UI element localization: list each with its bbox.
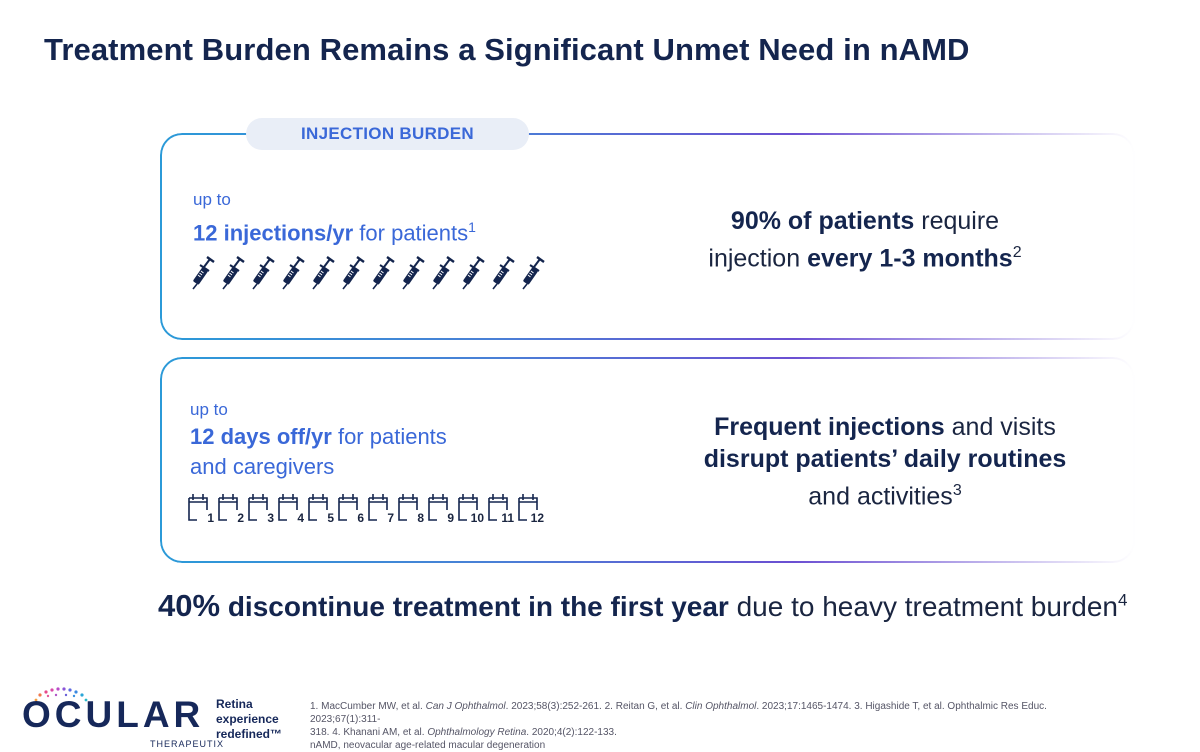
card2-right-text3: and activities	[808, 482, 953, 511]
card1-headline: 12 injections/yr for patients1	[193, 212, 476, 248]
ref-text: 318. 4. Khanani AM, et al.	[310, 727, 428, 738]
logo-word: OCULAR	[22, 694, 205, 735]
ref-journal: Ophthalmology Retina	[427, 727, 527, 738]
syringe-icon	[370, 255, 397, 291]
card2-highlight: 12 days off/yr	[190, 424, 332, 449]
calendar-day-number: 7	[387, 511, 394, 525]
calendar-icon-row: 1 2 3 4 5 6 7 8 9 10 11 12	[187, 490, 545, 526]
ref-text: . 2020;4(2):122-133.	[526, 727, 617, 738]
syringe-icon	[280, 255, 307, 291]
bottom-sup: 4	[1117, 590, 1128, 610]
calendar-icon: 12	[517, 490, 545, 526]
days-off-card	[160, 357, 1135, 563]
card1-right-bold2: every 1-3 months	[807, 244, 1013, 273]
calendar-icon: 2	[217, 490, 245, 526]
bottom-bold2: discontinue treatment in the first year	[220, 591, 729, 622]
calendar-day-number: 12	[530, 511, 544, 525]
logo-dots-icon	[34, 687, 88, 702]
syringe-icon-row	[190, 255, 547, 291]
syringe-icon	[340, 255, 367, 291]
card1-sup: 1	[468, 219, 476, 235]
references: 1. MacCumber MW, et al. Can J Ophthalmol…	[310, 700, 1120, 752]
card1-right-sup: 2	[1012, 244, 1022, 261]
injection-burden-card	[160, 133, 1135, 340]
calendar-day-number: 10	[470, 511, 484, 525]
card1-highlight: 12 injections/yr	[193, 220, 354, 246]
calendar-icon: 9	[427, 490, 455, 526]
card1-right-text1: require	[914, 207, 1000, 235]
card2-rest2: and caregivers	[190, 454, 335, 479]
card2-right-sup: 3	[952, 482, 962, 499]
card1-rest: for patients	[353, 220, 469, 246]
calendar-day-number: 5	[327, 511, 334, 525]
logo-tagline: Retina experience redefined™	[216, 697, 282, 742]
injection-burden-pill: INJECTION BURDEN	[246, 118, 529, 150]
calendar-icon: 7	[367, 490, 395, 526]
ref-text: . 2023;17:1465-1474. 3. Higashide T, et …	[310, 701, 1047, 725]
bottom-rest: due to heavy treatment burden	[728, 591, 1118, 622]
calendar-day-number: 2	[237, 511, 244, 525]
calendar-day-number: 1	[207, 511, 214, 525]
logo-sub: THERAPEUTIX	[150, 739, 225, 749]
calendar-icon: 5	[307, 490, 335, 526]
card1-upto: up to	[193, 190, 231, 209]
calendar-icon: 1	[187, 490, 215, 526]
syringe-icon	[520, 255, 547, 291]
bottom-bold1: 40%	[158, 588, 221, 623]
calendar-day-number: 8	[417, 511, 424, 525]
card1-right-text: 90% of patients require injection every …	[660, 205, 1070, 274]
calendar-icon: 10	[457, 490, 485, 526]
calendar-day-number: 4	[297, 511, 304, 525]
syringe-icon	[190, 255, 217, 291]
calendar-icon: 3	[247, 490, 275, 526]
calendar-day-number: 3	[267, 511, 274, 525]
syringe-icon	[220, 255, 247, 291]
ref-journal: Clin Ophthalmol	[685, 701, 757, 712]
syringe-icon	[400, 255, 427, 291]
card2-headline: 12 days off/yr for patients and caregive…	[190, 422, 447, 482]
card1-right-bold1: 90% of patients	[730, 207, 915, 235]
calendar-icon: 11	[487, 490, 515, 526]
card2-right-bold2: disrupt patients’ daily routines	[703, 445, 1067, 473]
card1-right-text2: injection	[708, 244, 808, 273]
card2-rest1: for patients	[331, 424, 447, 449]
ref-text: . 2023;58(3):252-261. 2. Reitan G, et al…	[505, 701, 686, 712]
page-title: Treatment Burden Remains a Significant U…	[44, 32, 970, 67]
ref-text: 1. MacCumber MW, et al.	[310, 701, 426, 712]
syringe-icon	[310, 255, 337, 291]
syringe-icon	[490, 255, 517, 291]
card2-upto: up to	[190, 400, 228, 419]
tagline-1: Retina	[216, 697, 253, 711]
ref-journal: Can J Ophthalmol	[425, 701, 506, 712]
card2-right-text: Frequent injections and visits disrupt p…	[660, 411, 1110, 512]
syringe-icon	[250, 255, 277, 291]
calendar-icon: 4	[277, 490, 305, 526]
ref-abbrev: nAMD, neovacular age-related macular deg…	[310, 740, 546, 751]
discontinue-statement: 40% discontinue treatment in the first y…	[158, 588, 1127, 624]
syringe-icon	[430, 255, 457, 291]
card2-right-text1: and visits	[944, 413, 1056, 441]
syringe-icon	[460, 255, 487, 291]
calendar-day-number: 11	[501, 511, 514, 525]
tagline-2: experience	[216, 712, 279, 726]
calendar-day-number: 6	[357, 511, 364, 525]
calendar-icon: 8	[397, 490, 425, 526]
calendar-day-number: 9	[447, 511, 454, 525]
card2-right-bold1: Frequent injections	[714, 413, 945, 441]
tagline-3: redefined™	[216, 727, 283, 741]
calendar-icon: 6	[337, 490, 365, 526]
